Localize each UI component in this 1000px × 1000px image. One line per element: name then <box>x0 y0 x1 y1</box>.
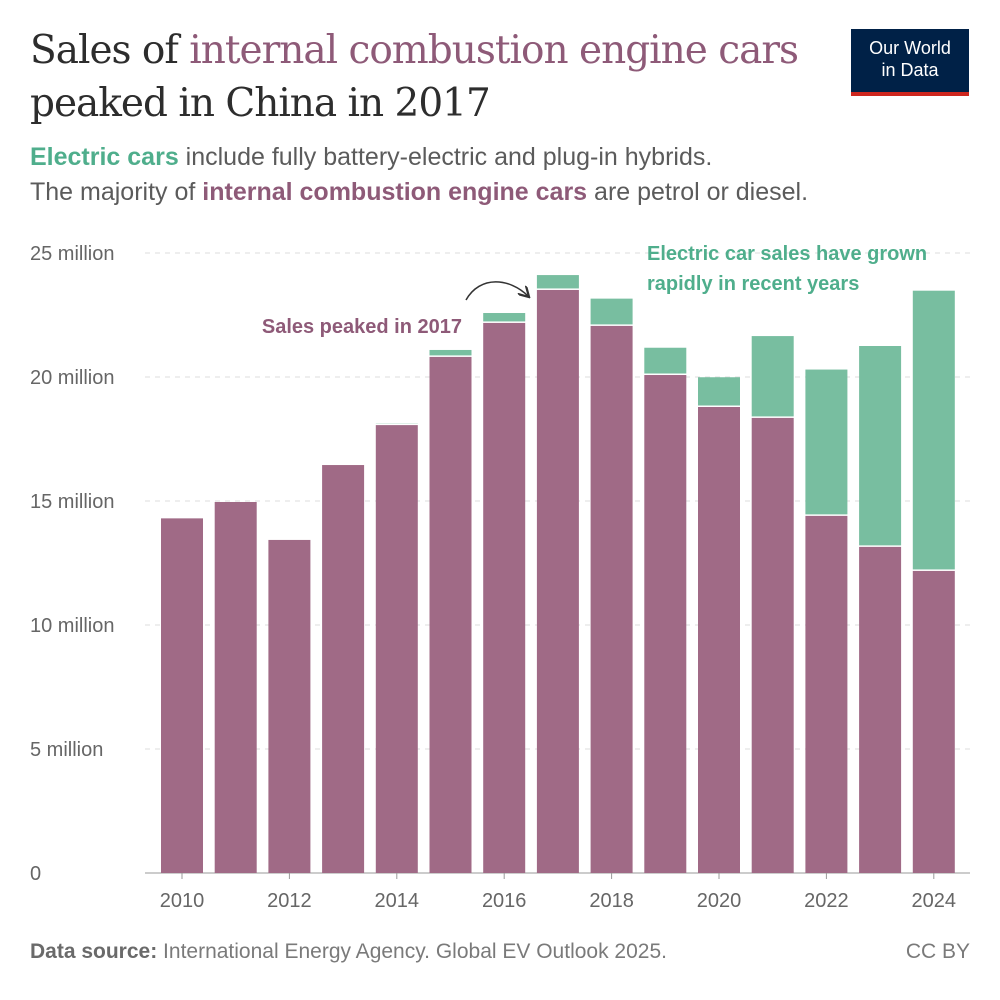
title-part: peaked in China in 2017 <box>30 81 491 126</box>
bar-ice-2019 <box>644 375 687 873</box>
logo-line: in Data <box>881 60 939 80</box>
x-tick-label: 2010 <box>160 890 205 912</box>
bar-electric-2024 <box>912 290 955 570</box>
bar-ice-2016 <box>483 322 526 873</box>
subtitle-text: include fully battery-electric and plug-… <box>178 143 713 171</box>
bar-ice-2011 <box>214 501 257 873</box>
title-part: Sales of <box>30 28 190 73</box>
bar-ice-2017 <box>536 289 579 873</box>
data-source: Data source: International Energy Agency… <box>30 940 667 964</box>
bar-ice-2014 <box>375 425 418 873</box>
subtitle-ev: Electric cars <box>30 143 179 171</box>
subtitle-text: are petrol or diesel. <box>587 178 809 206</box>
logo-line: Our World <box>869 38 951 58</box>
bar-ice-2023 <box>859 546 902 873</box>
arrow-icon <box>465 281 528 301</box>
subtitle: Electric cars include fully battery-elec… <box>30 140 808 210</box>
owid-logo[interactable]: Our World in Data <box>851 29 969 96</box>
title-highlight: internal combustion engine cars <box>189 28 799 73</box>
source-label: Data source: <box>30 940 158 963</box>
x-tick-label: 2012 <box>267 890 312 912</box>
bar-electric-2016 <box>483 313 526 322</box>
annotation-ev-1: Electric car sales have grown <box>647 243 927 265</box>
y-tick-label: 10 million <box>30 615 114 637</box>
y-tick-label: 20 million <box>30 367 114 389</box>
bar-electric-2022 <box>805 369 848 515</box>
x-tick-label: 2024 <box>912 890 957 912</box>
license[interactable]: CC BY <box>905 940 970 963</box>
bar-ice-2020 <box>698 407 740 873</box>
bar-electric-2023 <box>859 346 902 546</box>
x-tick-label: 2014 <box>375 890 420 912</box>
bar-ice-2022 <box>805 515 848 873</box>
chart-title: Sales of internal combustion engine cars… <box>30 24 820 130</box>
bar-ice-2024 <box>912 570 955 873</box>
subtitle-ice: internal combustion engine cars <box>202 178 588 206</box>
bar-electric-2017 <box>536 275 579 289</box>
bar-ice-2010 <box>161 518 203 873</box>
x-tick-label: 2018 <box>589 890 634 912</box>
y-tick-label: 15 million <box>30 491 114 513</box>
annotation-ev-2: rapidly in recent years <box>647 273 859 295</box>
y-tick-label: 25 million <box>30 243 114 265</box>
y-tick-label: 0 <box>30 863 41 885</box>
bar-ice-2018 <box>590 325 633 873</box>
bar-electric-2018 <box>590 298 633 325</box>
subtitle-text: The majority of <box>30 178 203 206</box>
bar-electric-2019 <box>644 347 687 374</box>
x-tick-label: 2020 <box>697 890 742 912</box>
bar-electric-2020 <box>698 377 740 406</box>
bar-ice-2013 <box>322 465 365 873</box>
bar-ice-2015 <box>429 356 472 873</box>
source-text: International Energy Agency. Global EV O… <box>157 940 667 963</box>
x-tick-label: 2022 <box>804 890 849 912</box>
bar-electric-2021 <box>751 336 794 417</box>
bar-electric-2015 <box>429 349 472 356</box>
bar-ice-2021 <box>751 417 794 873</box>
annotation-peak: Sales peaked in 2017 <box>262 316 462 338</box>
bar-ice-2012 <box>268 539 311 873</box>
x-tick-label: 2016 <box>482 890 527 912</box>
y-tick-label: 5 million <box>30 739 103 761</box>
